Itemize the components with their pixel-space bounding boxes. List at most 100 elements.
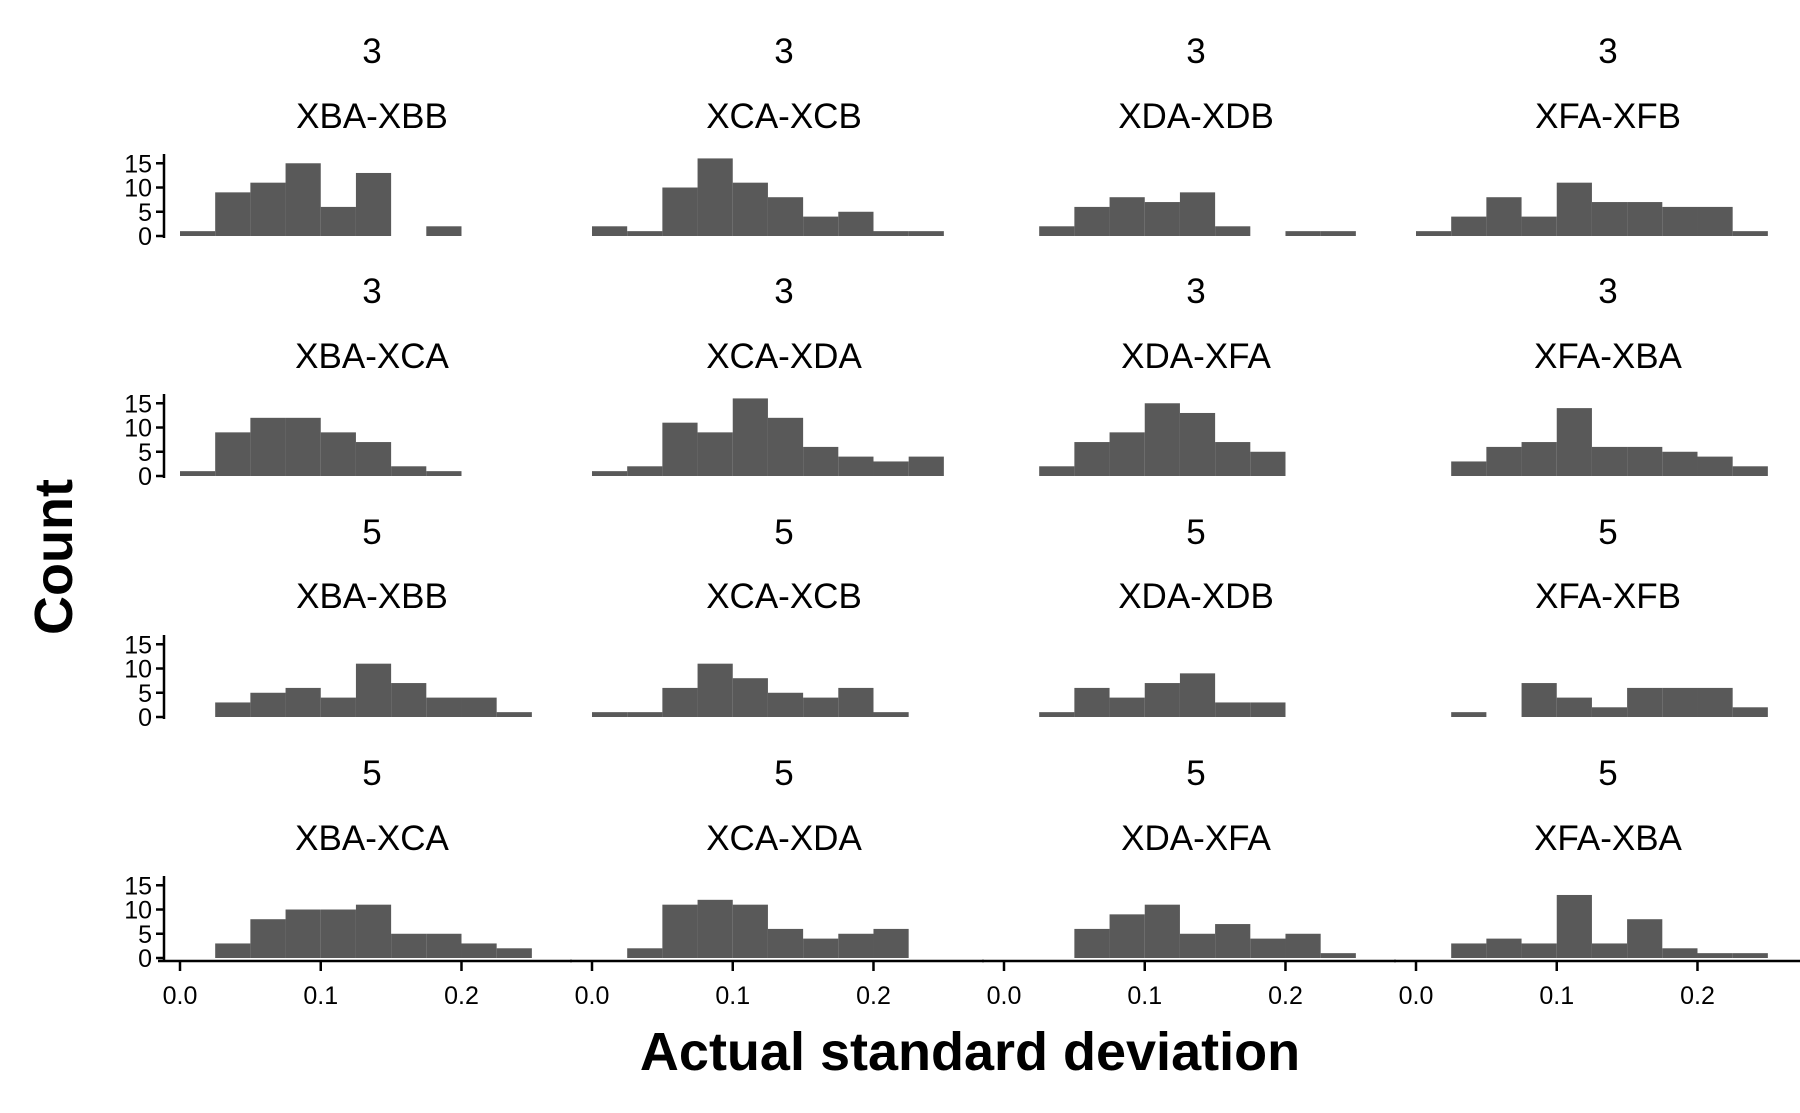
facet-panel: 5 XCA-XDA 0.0 0.1 0.2 bbox=[570, 754, 984, 1010]
histogram-bar bbox=[1521, 943, 1557, 958]
facet-strip-top: 3 bbox=[362, 32, 381, 71]
y-tick-label: 5 bbox=[138, 921, 152, 949]
histogram-bar bbox=[873, 712, 909, 717]
histogram-bar bbox=[1451, 712, 1487, 717]
histogram-bar bbox=[838, 211, 874, 236]
histogram-bar bbox=[1074, 206, 1110, 236]
histogram-bar bbox=[1732, 466, 1768, 476]
facet-strip-bottom: XCA-XCB bbox=[706, 577, 862, 616]
histogram-bar bbox=[697, 158, 733, 236]
x-tick-label: 0.1 bbox=[715, 982, 750, 1010]
histogram-bar bbox=[697, 663, 733, 717]
facet-strip-top: 3 bbox=[774, 32, 793, 71]
histogram-bar bbox=[873, 461, 909, 476]
histogram-bar bbox=[1179, 933, 1216, 958]
histogram-bar bbox=[1250, 938, 1286, 958]
histogram-bar bbox=[215, 192, 251, 236]
histogram-bar bbox=[592, 712, 628, 717]
histogram-bar bbox=[496, 948, 532, 958]
facet-strip-top: 5 bbox=[362, 754, 381, 793]
x-tick-label: 0.2 bbox=[1268, 982, 1303, 1010]
histogram-bar bbox=[1697, 953, 1733, 958]
x-tick-label: 0.2 bbox=[856, 982, 891, 1010]
histogram-bar bbox=[1320, 231, 1356, 236]
facet-panel: 5 XFA-XFB bbox=[1451, 513, 1768, 717]
histogram-bar bbox=[1074, 928, 1110, 958]
histogram-bar bbox=[1144, 683, 1180, 717]
histogram-bar bbox=[1416, 231, 1452, 236]
histogram-bar bbox=[1627, 202, 1663, 236]
facet-strip-top: 3 bbox=[774, 272, 793, 311]
histogram-bar bbox=[426, 471, 462, 476]
facet-strip-top: 5 bbox=[774, 754, 793, 793]
y-tick-label: 5 bbox=[138, 439, 152, 467]
histogram-bar bbox=[1591, 446, 1628, 476]
facet-strip-bottom: XCA-XDA bbox=[706, 337, 862, 376]
histogram-bar bbox=[391, 933, 427, 958]
histogram-bar bbox=[496, 712, 532, 717]
histogram-bar bbox=[1451, 216, 1487, 236]
histogram-bar bbox=[1662, 451, 1698, 476]
histogram-bar bbox=[803, 216, 839, 236]
histogram-bar bbox=[1662, 687, 1698, 717]
facet-strip-bottom: XBA-XCA bbox=[295, 819, 449, 858]
histogram-bar bbox=[250, 692, 286, 717]
histogram-bar bbox=[1109, 697, 1145, 717]
histogram-bar bbox=[1039, 466, 1075, 476]
histogram-bar bbox=[627, 712, 663, 717]
histogram-bar bbox=[1521, 442, 1557, 476]
histogram-bar bbox=[320, 206, 356, 236]
x-tick-label: 0.2 bbox=[444, 982, 479, 1010]
histogram-bar bbox=[627, 231, 663, 236]
y-tick-label: 10 bbox=[124, 415, 152, 443]
facet-panel: 3 XFA-XFB bbox=[1416, 32, 1768, 236]
histogram-bar bbox=[1109, 432, 1145, 476]
facet-strip-top: 5 bbox=[1598, 513, 1617, 552]
histogram-bar bbox=[215, 702, 251, 717]
histogram-bar bbox=[426, 697, 462, 717]
x-tick-label: 0.1 bbox=[1127, 982, 1162, 1010]
histogram-bar bbox=[1732, 707, 1768, 717]
histogram-bar bbox=[1179, 673, 1216, 717]
histogram-bar bbox=[1074, 442, 1110, 476]
histogram-bar bbox=[355, 663, 392, 717]
histogram-bar bbox=[1521, 683, 1557, 717]
facet-strip-bottom: XCA-XDA bbox=[706, 819, 862, 858]
facet-strip-bottom: XBA-XCA bbox=[295, 337, 449, 376]
x-tick-label: 0.1 bbox=[1539, 982, 1574, 1010]
histogram-bar bbox=[1179, 192, 1216, 236]
histogram-bar bbox=[320, 909, 356, 958]
histogram-bar bbox=[1486, 446, 1522, 476]
histogram-bar bbox=[391, 683, 427, 717]
histogram-bar bbox=[592, 471, 628, 476]
histogram-bar bbox=[1144, 904, 1180, 958]
histogram-bar bbox=[803, 697, 839, 717]
facet-strip-top: 3 bbox=[362, 272, 381, 311]
histogram-bar bbox=[1627, 919, 1663, 958]
facet-panel: 5 XCA-XCB bbox=[592, 513, 909, 717]
facet-strip-top: 5 bbox=[1186, 513, 1205, 552]
facet-panel: 3 XCA-XCB bbox=[592, 32, 944, 236]
histogram-bar bbox=[285, 687, 321, 717]
histogram-bar bbox=[732, 182, 768, 236]
y-tick-label: 15 bbox=[124, 872, 152, 900]
histogram-bar bbox=[662, 187, 698, 236]
histogram-bar bbox=[250, 182, 286, 236]
facet-strip-top: 5 bbox=[1186, 754, 1205, 793]
histogram-bar bbox=[1285, 933, 1321, 958]
histogram-bar bbox=[697, 432, 733, 476]
facet-strip-bottom: XDA-XDB bbox=[1118, 577, 1274, 616]
histogram-bar bbox=[662, 904, 698, 958]
histogram-bar bbox=[1144, 202, 1180, 236]
histogram-bar bbox=[1179, 412, 1216, 476]
histogram-bar bbox=[1486, 197, 1522, 236]
histogram-bar bbox=[908, 456, 944, 476]
facet-panel: 3 XDA-XDB bbox=[1039, 32, 1356, 236]
x-tick-label: 0.2 bbox=[1680, 982, 1715, 1010]
histogram-bar bbox=[285, 417, 321, 476]
histogram-bar bbox=[461, 697, 497, 717]
